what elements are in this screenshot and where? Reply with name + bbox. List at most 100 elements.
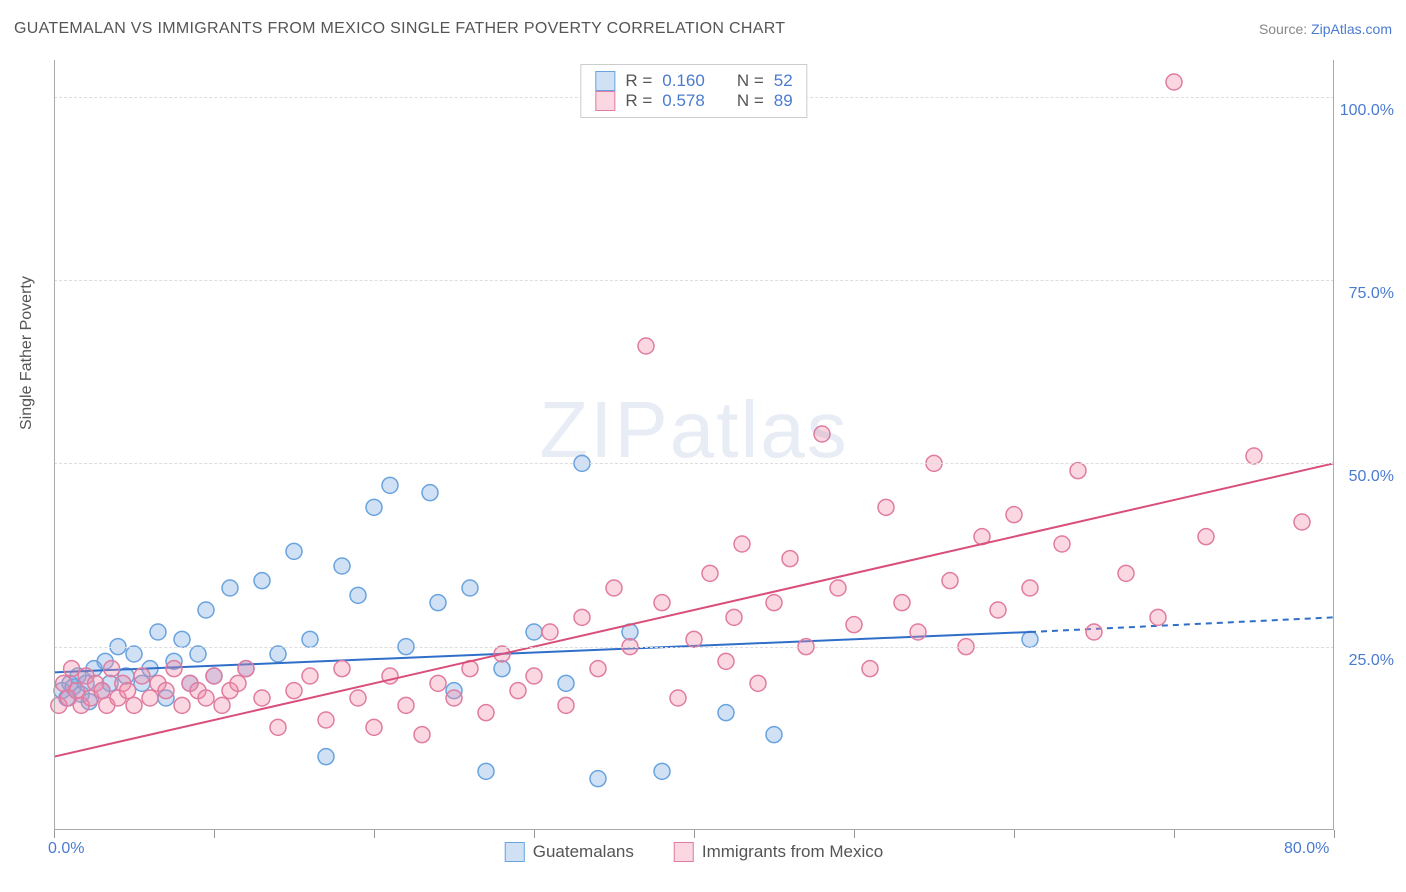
scatter-point xyxy=(150,624,166,640)
legend-label-0: Guatemalans xyxy=(533,842,634,862)
scatter-point xyxy=(846,617,862,633)
scatter-svg xyxy=(54,60,1334,830)
scatter-point xyxy=(670,690,686,706)
scatter-point xyxy=(94,683,110,699)
scatter-point xyxy=(318,749,334,765)
scatter-point xyxy=(878,499,894,515)
scatter-point xyxy=(830,580,846,596)
scatter-point xyxy=(654,763,670,779)
y-tick-label: 75.0% xyxy=(1349,285,1394,303)
plot-area: ZIPatlas R = 0.160 N = 52 R = 0.578 N = … xyxy=(54,60,1334,830)
scatter-point xyxy=(174,697,190,713)
stat-n-label: N = xyxy=(737,91,764,111)
scatter-point xyxy=(942,573,958,589)
scatter-point xyxy=(894,595,910,611)
legend-label-1: Immigrants from Mexico xyxy=(702,842,883,862)
y-axis-label: Single Father Poverty xyxy=(18,276,36,430)
x-tick-label: 80.0% xyxy=(1284,840,1329,858)
scatter-point xyxy=(590,771,606,787)
scatter-point xyxy=(198,602,214,618)
scatter-point xyxy=(104,661,120,677)
scatter-point xyxy=(422,485,438,501)
scatter-point xyxy=(190,646,206,662)
scatter-point xyxy=(526,624,542,640)
scatter-point xyxy=(430,595,446,611)
scatter-point xyxy=(734,536,750,552)
grid-line xyxy=(54,463,1334,464)
x-tick-mark xyxy=(214,830,215,838)
scatter-point xyxy=(1006,507,1022,523)
legend-stats-row-0: R = 0.160 N = 52 xyxy=(595,71,792,91)
scatter-point xyxy=(134,668,150,684)
scatter-point xyxy=(686,631,702,647)
scatter-point xyxy=(254,573,270,589)
source-link[interactable]: ZipAtlas.com xyxy=(1311,21,1392,37)
scatter-point xyxy=(126,646,142,662)
grid-line xyxy=(54,280,1334,281)
scatter-point xyxy=(270,719,286,735)
scatter-point xyxy=(718,653,734,669)
scatter-point xyxy=(1246,448,1262,464)
scatter-point xyxy=(814,426,830,442)
scatter-point xyxy=(1118,565,1134,581)
scatter-point xyxy=(1054,536,1070,552)
stat-r-value-0: 0.160 xyxy=(662,71,705,91)
scatter-point xyxy=(510,683,526,699)
scatter-point xyxy=(398,697,414,713)
x-tick-mark xyxy=(854,830,855,838)
scatter-point xyxy=(910,624,926,640)
scatter-point xyxy=(270,646,286,662)
y-tick-label: 100.0% xyxy=(1340,102,1394,120)
stat-n-value-1: 89 xyxy=(774,91,793,111)
scatter-point xyxy=(574,609,590,625)
legend-swatch-1 xyxy=(674,842,694,862)
scatter-point xyxy=(318,712,334,728)
scatter-point xyxy=(862,661,878,677)
legend-item-1: Immigrants from Mexico xyxy=(674,842,883,862)
scatter-point xyxy=(702,565,718,581)
trend-line-dashed xyxy=(1030,617,1334,632)
scatter-point xyxy=(222,580,238,596)
scatter-point xyxy=(230,675,246,691)
scatter-point xyxy=(254,690,270,706)
scatter-point xyxy=(990,602,1006,618)
scatter-point xyxy=(726,609,742,625)
scatter-point xyxy=(766,595,782,611)
x-tick-mark xyxy=(374,830,375,838)
scatter-point xyxy=(286,683,302,699)
legend-item-0: Guatemalans xyxy=(505,842,634,862)
scatter-point xyxy=(718,705,734,721)
scatter-point xyxy=(654,595,670,611)
scatter-point xyxy=(238,661,254,677)
scatter-point xyxy=(68,683,84,699)
scatter-point xyxy=(302,668,318,684)
scatter-point xyxy=(1022,580,1038,596)
scatter-point xyxy=(526,668,542,684)
x-tick-label: 0.0% xyxy=(48,840,84,858)
legend-stats-box: R = 0.160 N = 52 R = 0.578 N = 89 xyxy=(580,64,807,118)
x-tick-mark xyxy=(1014,830,1015,838)
legend-bottom: Guatemalans Immigrants from Mexico xyxy=(505,842,884,862)
scatter-point xyxy=(430,675,446,691)
scatter-point xyxy=(1086,624,1102,640)
legend-swatch-0 xyxy=(505,842,525,862)
scatter-point xyxy=(1150,609,1166,625)
scatter-point xyxy=(414,727,430,743)
scatter-point xyxy=(558,697,574,713)
scatter-point xyxy=(1166,74,1182,90)
y-tick-label: 25.0% xyxy=(1349,652,1394,670)
scatter-point xyxy=(382,477,398,493)
scatter-point xyxy=(750,675,766,691)
scatter-point xyxy=(166,661,182,677)
scatter-point xyxy=(766,727,782,743)
scatter-point xyxy=(1070,463,1086,479)
scatter-point xyxy=(302,631,318,647)
scatter-point xyxy=(1294,514,1310,530)
scatter-point xyxy=(64,661,80,677)
stat-r-label: R = xyxy=(625,71,652,91)
x-tick-mark xyxy=(1174,830,1175,838)
scatter-point xyxy=(638,338,654,354)
scatter-point xyxy=(606,580,622,596)
scatter-point xyxy=(286,543,302,559)
scatter-point xyxy=(478,705,494,721)
